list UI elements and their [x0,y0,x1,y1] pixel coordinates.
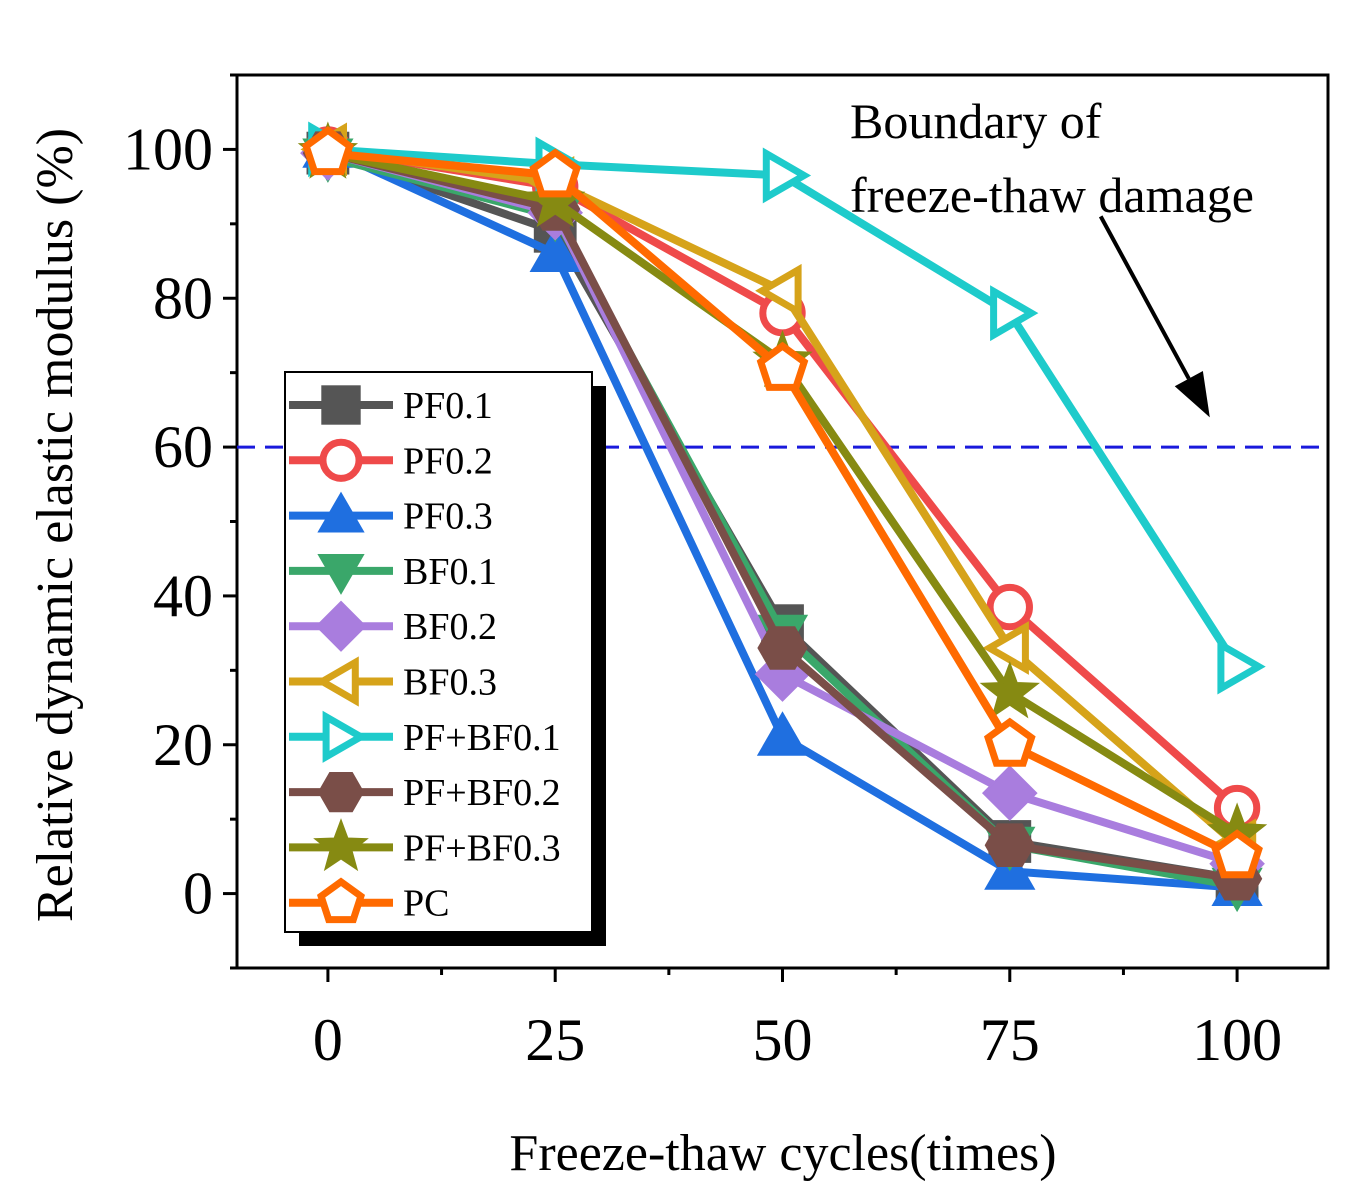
legend-label: BF0.3 [403,662,497,704]
legend-item-PC: PC [289,877,449,925]
y-tick-label: 100 [123,116,213,182]
x-tick-label: 100 [1192,1007,1282,1073]
legend-label: PF+BF0.1 [403,717,561,759]
legend-marker [317,491,365,533]
data-point [983,717,1036,767]
data-point [979,661,1040,719]
series-PC [302,125,1263,879]
data-point [756,341,809,391]
legend-label: PF+BF0.2 [403,772,561,814]
data-point [1217,638,1266,695]
legend-marker [316,877,366,924]
annotation-line-1: Boundary of [850,93,1102,149]
data-point [986,583,1033,631]
data-point [981,765,1038,821]
legend-label: PF0.3 [403,496,493,538]
legend-marker [315,656,359,707]
legend-marker [321,385,361,425]
legend-item-BF0.3: BF0.3 [289,656,497,707]
x-tick-label: 75 [980,1007,1040,1073]
legend-item-PF+BF0.2: PF+BF0.2 [289,772,561,814]
annotation: Boundary of freeze-thaw damage [850,93,1254,418]
annotation-arrowhead [1174,371,1210,418]
legend-label: BF0.2 [403,606,497,648]
legend-item-BF0.2: BF0.2 [289,600,497,652]
legend-label: BF0.1 [403,551,497,593]
legend-item-PF0.3: PF0.3 [289,491,493,538]
legend-marker [317,554,365,595]
legend-marker [313,818,369,872]
y-axis-title: Relative dynamic elastic modulus (%) [27,128,84,922]
x-tick-label: 50 [753,1007,813,1073]
legend-item-PF+BF0.1: PF+BF0.1 [289,710,561,763]
legend-label: PC [403,883,449,925]
legend-item-PF0.1: PF0.1 [289,385,493,427]
data-point [1211,829,1263,879]
x-axis-title: Freeze-thaw cycles(times) [509,1125,1056,1182]
data-point [762,147,812,204]
y-tick-label: 60 [153,414,213,480]
y-tick-label: 20 [153,712,213,778]
legend: PF0.1 PF0.2 PF0.3 BF0.1 BF0.2 BF0.3 PF+BF0.1 PF… [284,371,606,946]
legend-marker [319,438,363,482]
data-point [302,125,354,176]
data-point [755,263,802,318]
data-point [756,711,809,756]
legend-label: PF0.2 [403,440,493,482]
legend-item-PF0.2: PF0.2 [289,438,493,482]
data-point [757,626,808,670]
data-point [529,227,581,272]
legend-label: PF+BF0.3 [403,827,561,869]
x-tick-label: 0 [313,1007,343,1073]
annotation-arrow [1098,215,1191,380]
y-tick-label: 0 [183,861,213,927]
legend-label: PF0.1 [403,385,493,427]
data-point [990,285,1039,342]
x-tick-label: 25 [525,1007,585,1073]
data-point [984,823,1035,867]
annotation-line-2: freeze-thaw damage [850,167,1254,223]
y-tick-label: 40 [153,563,213,629]
legend-marker [317,772,365,813]
legend-item-PF+BF0.3: PF+BF0.3 [289,818,561,872]
y-tick-label: 80 [153,265,213,331]
legend-marker [315,600,367,652]
data-point [982,621,1029,675]
legend-marker [322,710,368,763]
data-point [529,148,582,198]
legend-item-BF0.1: BF0.1 [289,551,497,595]
